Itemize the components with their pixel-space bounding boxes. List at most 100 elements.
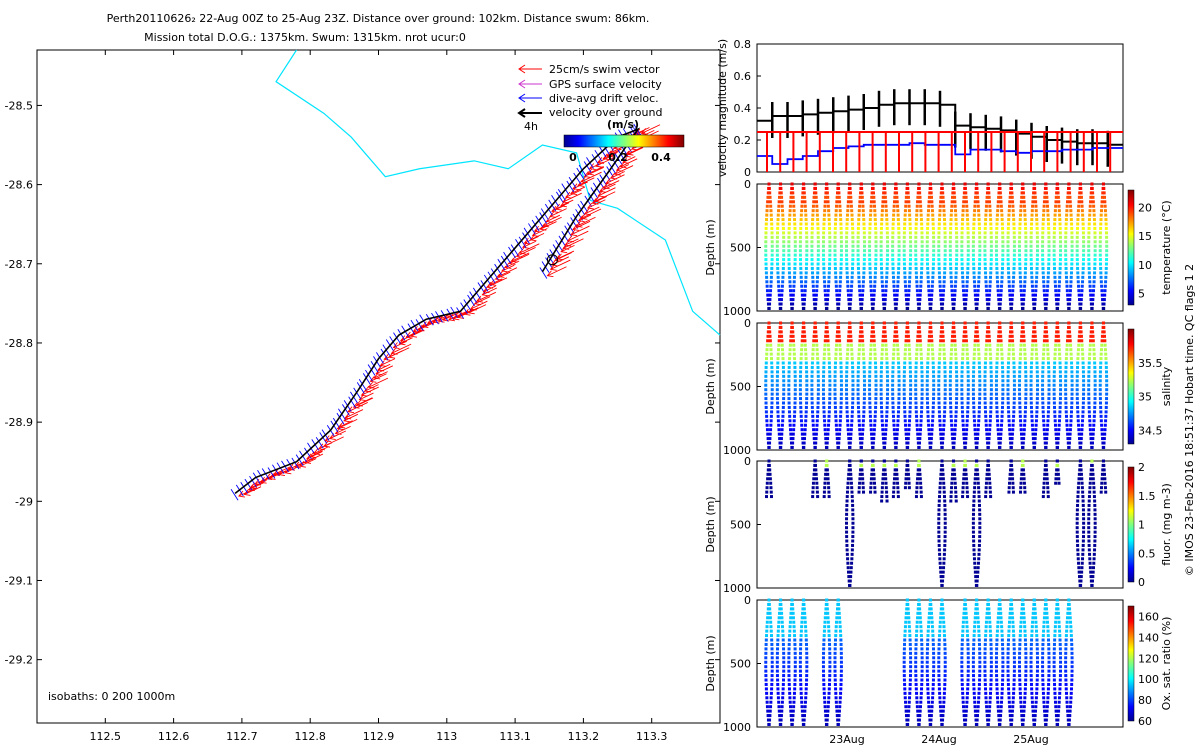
salinity-point (869, 419, 873, 423)
salinity-point (1088, 352, 1092, 356)
fluorescence-point (952, 459, 956, 463)
temperature-point (1068, 293, 1072, 297)
salinity-point (989, 357, 993, 361)
temperature-point (1092, 218, 1096, 222)
swim-vector (546, 214, 561, 222)
salinity-point (1099, 357, 1103, 361)
fluorescence-point (1090, 459, 1094, 463)
temperature-point (1029, 235, 1033, 239)
temperature-point (1047, 258, 1051, 262)
salinity-point (1087, 370, 1091, 374)
salinity-point (903, 410, 907, 414)
temperature-point (1070, 249, 1074, 253)
temperature-point (798, 235, 802, 239)
temperature-point (768, 191, 772, 195)
temperature-point (916, 195, 920, 199)
salinity-point (793, 379, 797, 383)
fluorescence-point (973, 477, 977, 481)
temperature-point (977, 275, 981, 279)
salinity-point (973, 432, 977, 436)
temperature-point (1070, 226, 1074, 230)
temperature-point (810, 240, 814, 244)
temperature-point (793, 231, 797, 235)
temperature-point (790, 186, 794, 190)
salinity-point (999, 437, 1003, 441)
salinity-point (814, 432, 818, 436)
temperature-point (928, 182, 932, 186)
oxygen-point (837, 611, 841, 615)
temperature-point (960, 271, 964, 275)
oxygen-point (768, 616, 772, 620)
oxygen-point (804, 682, 808, 686)
salinity-point (972, 401, 976, 405)
salinity-point (943, 392, 947, 396)
salinity-point (960, 374, 964, 378)
fluorescence-point (849, 481, 853, 485)
oxygen-point (834, 634, 838, 638)
temperature-point (1093, 266, 1097, 270)
temperature-point (825, 302, 829, 306)
temperature-point (925, 240, 929, 244)
temperature-point (1030, 222, 1034, 226)
fluorescence-point (1056, 468, 1060, 472)
temperature-point (821, 240, 825, 244)
temperature-point (999, 200, 1003, 204)
oxygen-point (822, 691, 826, 695)
temperature-point (862, 262, 866, 266)
temperature-point (1056, 191, 1060, 195)
temperature-point (1041, 222, 1045, 226)
temperature-point (908, 262, 912, 266)
salinity-point (897, 392, 901, 396)
temperature-point (949, 280, 953, 284)
salinity-point (869, 339, 873, 343)
fluorescence-point (938, 566, 942, 570)
salinity-point (1070, 374, 1074, 378)
fluorescence-point (978, 517, 982, 521)
temperature-point (1032, 182, 1036, 186)
salinity-point (793, 397, 797, 401)
temperature-point (1104, 222, 1108, 226)
salinity-point (787, 365, 791, 369)
temperature-point (943, 266, 947, 270)
salinity-point (902, 388, 906, 392)
salinity-point (1093, 410, 1097, 414)
salinity-point (915, 352, 919, 356)
salinity-point (909, 383, 913, 387)
salinity-point (931, 414, 935, 418)
fluorescence-point (1087, 530, 1091, 534)
salinity-point (839, 379, 843, 383)
temperature-point (868, 231, 872, 235)
salinity-point (1055, 321, 1059, 325)
salinity-point (856, 383, 860, 387)
fluorescence-point (978, 521, 982, 525)
salinity-point (1057, 348, 1061, 352)
temperature-point (815, 289, 819, 293)
salinity-point (949, 414, 953, 418)
temperature-point (874, 240, 878, 244)
salinity-point (792, 348, 796, 352)
oxygen-point (834, 625, 838, 629)
salinity-point (1081, 414, 1085, 418)
salinity-point (988, 352, 992, 356)
temperature-point (776, 262, 780, 266)
temperature-point (903, 226, 907, 230)
temperature-point (881, 293, 885, 297)
temperature-point (811, 275, 815, 279)
salinity-point (848, 321, 852, 325)
temperature-point (907, 293, 911, 297)
salinity-point (965, 352, 969, 356)
colorbar-unit-label: (m/s) (607, 118, 639, 131)
salinity-point (1088, 343, 1092, 347)
temperature-point (896, 218, 900, 222)
swim-vector (578, 214, 592, 222)
salinity-point (856, 379, 860, 383)
salinity-point (769, 419, 773, 423)
temperature-point (828, 231, 832, 235)
salinity-point (764, 383, 768, 387)
temperature-point (857, 271, 861, 275)
swim-vector (238, 487, 258, 497)
swim-vector (562, 192, 582, 203)
oxygen-point (799, 642, 803, 646)
temperature-point (984, 275, 988, 279)
salinity-point (881, 343, 885, 347)
